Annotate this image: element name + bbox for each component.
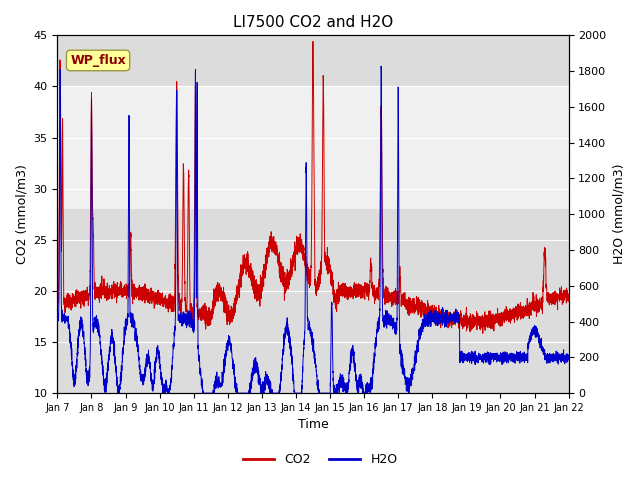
Bar: [58, 86, 568, 209]
X-axis label: Time: Time: [298, 419, 328, 432]
Title: LI7500 CO2 and H2O: LI7500 CO2 and H2O: [233, 15, 393, 30]
Legend: CO2, H2O: CO2, H2O: [237, 448, 403, 471]
Y-axis label: CO2 (mmol/m3): CO2 (mmol/m3): [15, 164, 28, 264]
Y-axis label: H2O (mmol/m3): H2O (mmol/m3): [612, 164, 625, 264]
Text: WP_flux: WP_flux: [70, 54, 126, 67]
